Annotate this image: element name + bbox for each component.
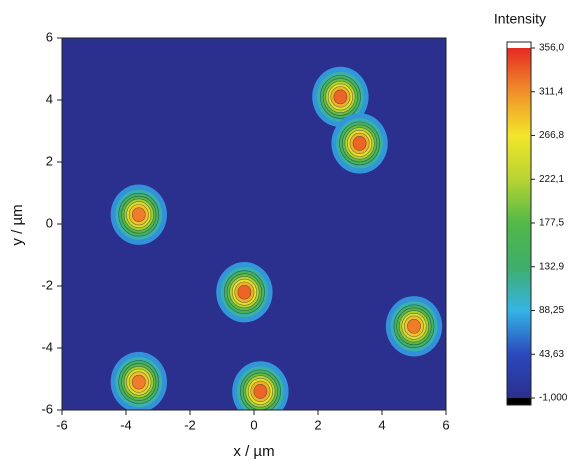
y-tick-label: -2 (41, 277, 53, 292)
spot (312, 66, 369, 128)
y-tick-label: -6 (41, 401, 53, 416)
colorbar (507, 48, 531, 398)
x-tick-label: -2 (184, 417, 196, 432)
x-tick-label: 4 (378, 417, 385, 432)
x-tick-label: 0 (250, 417, 257, 432)
colorbar-tick-label: 266,8 (539, 130, 564, 141)
x-tick-label: 2 (314, 417, 321, 432)
colorbar-tick-label: 311,4 (539, 86, 564, 97)
colorbar-top (507, 42, 531, 48)
spot (110, 184, 167, 245)
contour-level (131, 374, 146, 390)
y-tick-label: 6 (46, 29, 53, 44)
colorbar-title: Intensity (494, 11, 546, 27)
y-tick-label: 4 (46, 91, 53, 106)
spot (331, 113, 388, 174)
x-tick-label: -6 (56, 417, 68, 432)
contour-field (110, 66, 443, 410)
x-axis-label: x / µm (233, 443, 274, 460)
contour-level (407, 318, 421, 334)
y-tick-label: -4 (41, 339, 53, 354)
spot (216, 262, 273, 323)
colorbar-tick-label: 132,9 (539, 261, 564, 272)
spot (385, 296, 443, 357)
y-tick-label: 2 (46, 153, 53, 168)
colorbar-tick-label: 88,25 (539, 305, 564, 316)
y-tick-label: 0 (46, 215, 53, 230)
x-tick-label: 6 (442, 417, 449, 432)
contour-level (352, 136, 367, 151)
spot (110, 351, 167, 410)
contour-level (131, 207, 146, 223)
colorbar-tick-label: 222,1 (539, 174, 564, 185)
colorbar-tick-label: 177,5 (539, 218, 564, 229)
contour-level (253, 384, 268, 399)
colorbar-tick-label: 43,63 (539, 349, 564, 360)
colorbar-ticks: -1,000 43,63 88,25 132,9 177,5 222,1 266,8 311,… (531, 43, 568, 404)
colorbar-tick-label: -1,000 (539, 393, 568, 404)
contour-level (237, 284, 252, 300)
spot (232, 361, 289, 410)
x-tick-label: -4 (120, 417, 132, 432)
contour-level (333, 89, 348, 105)
y-axis-label: y / µm (9, 204, 26, 245)
colorbar-tick-label: 356,0 (539, 43, 564, 54)
colorbar-bottom (507, 398, 531, 405)
